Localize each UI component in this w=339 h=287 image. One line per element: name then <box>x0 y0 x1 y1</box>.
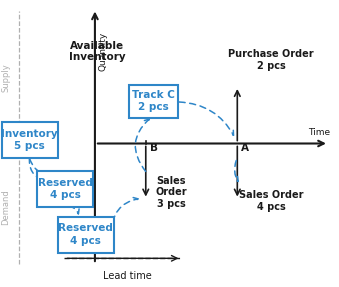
Text: B: B <box>150 143 158 153</box>
Text: Inventory
5 pcs: Inventory 5 pcs <box>1 129 58 151</box>
FancyBboxPatch shape <box>2 122 58 158</box>
Text: Purchase Order
2 pcs: Purchase Order 2 pcs <box>228 49 314 71</box>
Text: Lead time: Lead time <box>103 271 152 280</box>
FancyBboxPatch shape <box>37 171 93 207</box>
Text: Available
Inventory: Available Inventory <box>69 41 126 63</box>
Text: A: A <box>241 143 250 153</box>
Text: Demand: Demand <box>2 189 11 224</box>
Text: Track C
2 pcs: Track C 2 pcs <box>132 90 175 113</box>
Text: Reserved
4 pcs: Reserved 4 pcs <box>38 177 93 200</box>
Text: Sales Order
4 pcs: Sales Order 4 pcs <box>239 190 303 212</box>
Text: Supply: Supply <box>2 63 11 92</box>
Text: Sales
Order
3 pcs: Sales Order 3 pcs <box>155 176 187 209</box>
Text: Reserved
4 pcs: Reserved 4 pcs <box>58 223 113 246</box>
Text: Quantity: Quantity <box>99 32 108 71</box>
FancyBboxPatch shape <box>129 85 178 118</box>
Text: Time: Time <box>308 127 331 137</box>
FancyBboxPatch shape <box>58 217 114 253</box>
